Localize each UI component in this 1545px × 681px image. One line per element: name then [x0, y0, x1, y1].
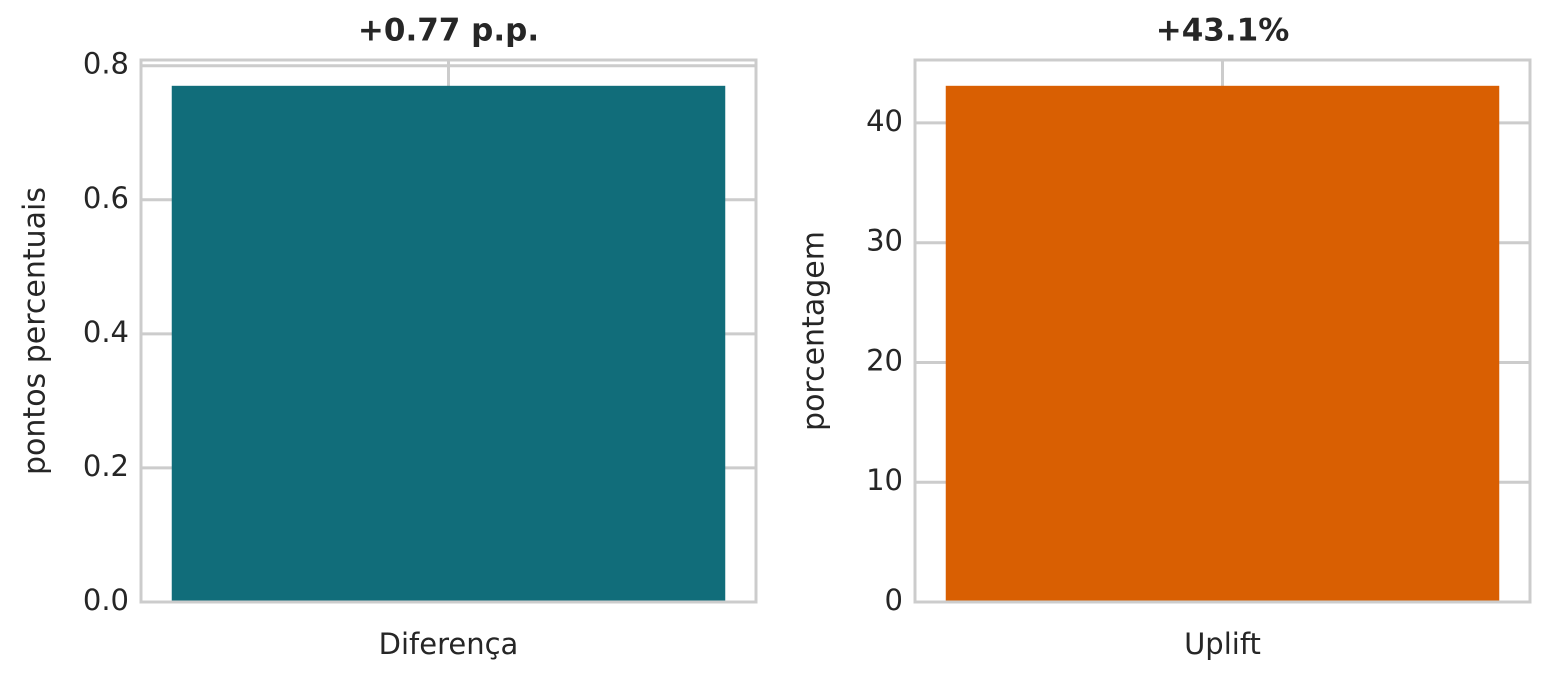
y-tick-label: 20 [866, 343, 903, 377]
bar [945, 85, 1500, 603]
axes-frame [139, 58, 758, 604]
y-tick-label: 40 [866, 104, 903, 138]
y-tick-label: 0.2 [83, 449, 129, 483]
x-tick-label: Uplift [1184, 627, 1261, 661]
y-tick-label: 0.6 [83, 181, 129, 215]
chart-title: +43.1% [1156, 13, 1290, 49]
y-axis-label: porcentagem [797, 231, 832, 431]
subplot: 0 10 20 30 40 Uplift +43.1% porcentagem [797, 13, 1532, 661]
y-tick-label: 10 [866, 463, 903, 497]
y-tick-label: 0.0 [83, 583, 129, 617]
y-tick-label: 0 [885, 583, 903, 617]
axes-frame [913, 58, 1532, 604]
y-tick-label: 0.8 [83, 47, 129, 81]
y-tick-label: 30 [866, 224, 903, 258]
x-tick-label: Diferença [379, 627, 519, 661]
y-axis-label: pontos percentuais [18, 187, 53, 475]
bar [171, 85, 726, 603]
y-tick-label: 0.4 [83, 315, 129, 349]
subplot: 0.0 0.2 0.4 0.6 0.8 Diferença +0.77 p.p. pontos… [18, 13, 758, 661]
chart-title: +0.77 p.p. [358, 13, 539, 49]
